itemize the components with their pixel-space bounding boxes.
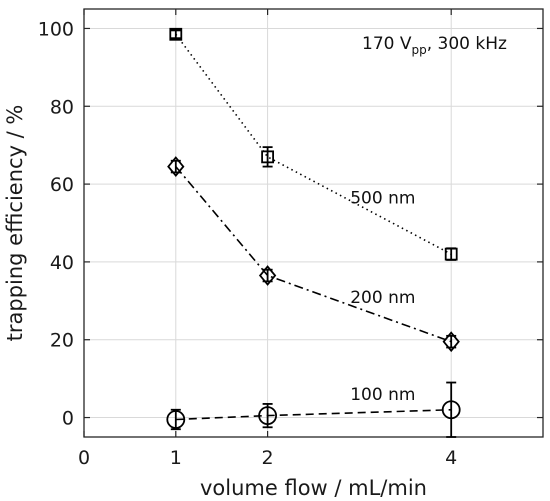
y-tick-label: 20	[50, 330, 74, 352]
circle-marker	[258, 406, 278, 426]
x-tick-label: 1	[170, 447, 182, 469]
series-circle	[166, 381, 461, 438]
plot-frame	[83, 8, 544, 438]
series-label: 200 nm	[350, 288, 415, 308]
diamond-marker	[167, 156, 185, 177]
circle-marker	[166, 410, 186, 429]
y-tick-label: 60	[50, 174, 74, 196]
condition-subscript: pp	[411, 43, 426, 57]
y-tick-label: 0	[62, 408, 74, 430]
series-layer	[166, 27, 461, 438]
error-bar	[170, 29, 181, 40]
condition-rest: , 300 kHz	[427, 34, 507, 54]
error-bar	[170, 408, 181, 431]
condition-annotation: 170 Vpp, 300 kHz	[362, 34, 507, 57]
grid-layer	[83, 9, 543, 437]
series-label: 100 nm	[350, 385, 415, 405]
series-square	[169, 27, 458, 261]
y-tick-label: 100	[38, 18, 74, 40]
condition-main: 170 V	[362, 34, 412, 54]
y-tick-label: 80	[50, 96, 74, 118]
error-bar	[446, 247, 457, 261]
series-line	[175, 33, 452, 255]
y-tick-label: 40	[50, 252, 74, 274]
diamond-marker	[258, 265, 277, 286]
square-marker	[169, 27, 183, 41]
x-tick-label: 4	[445, 447, 457, 469]
error-bar	[262, 146, 273, 168]
square-marker	[444, 247, 458, 261]
square-marker	[261, 150, 275, 164]
diamond-marker	[442, 331, 460, 353]
error-bar	[446, 381, 457, 438]
series-diamond	[167, 156, 460, 353]
y-axis-label: trapping efficiency / %	[3, 105, 27, 342]
series-label: 500 nm	[350, 189, 415, 209]
x-axis-label: volume flow / mL/min	[200, 476, 427, 500]
circle-marker	[441, 400, 461, 420]
series-line	[175, 166, 452, 343]
x-tick-label: 0	[78, 447, 90, 469]
x-tick-label: 2	[262, 447, 274, 469]
ticks-layer	[83, 9, 543, 437]
